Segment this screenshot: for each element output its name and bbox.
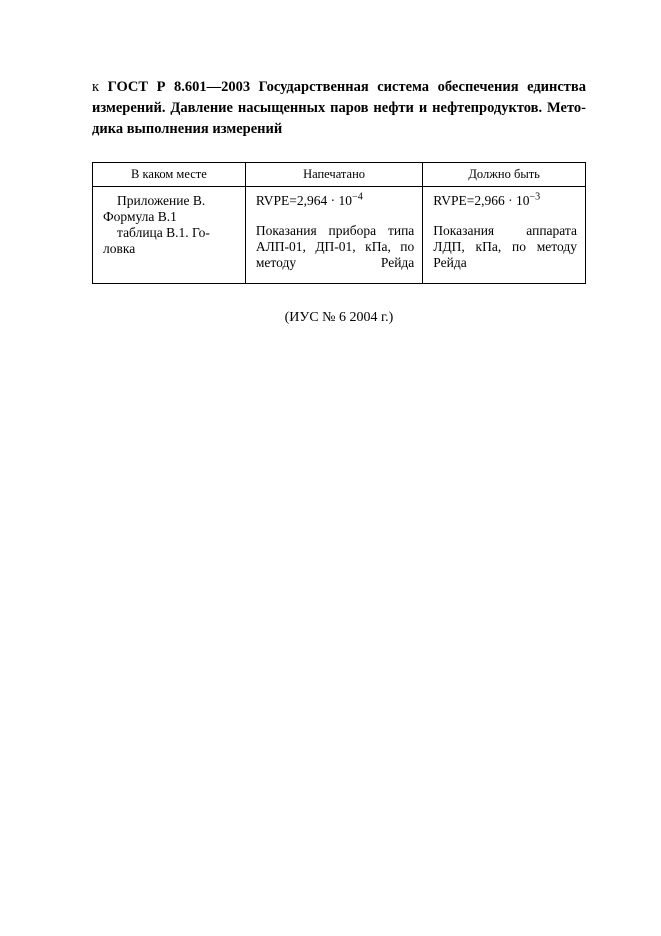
title-main: ГОСТ Р 8.601—2003 Государственная систем… — [92, 79, 586, 137]
table-row-bottom — [93, 277, 586, 284]
printed-exp: −4 — [352, 192, 363, 203]
table-header-row: В каком месте Напечатано Должно быть — [93, 163, 586, 187]
should2-l1b: аппарата — [526, 223, 577, 239]
cell-bottom — [245, 277, 422, 284]
errata-table: В каком месте Напечатано Должно быть При… — [92, 162, 586, 284]
col-header-where: В каком месте — [93, 163, 246, 187]
spacer — [433, 209, 577, 223]
where-line2: Формула В.1 — [103, 209, 237, 225]
cell-should: RVPE=2,966 · 10−3 Показания аппарата ЛДП… — [423, 187, 586, 278]
printed2: Показания прибора типа АЛП-01, ДП-01, кП… — [256, 223, 414, 271]
cell-printed: RVPE=2,964 · 10−4 Показания прибора типа… — [245, 187, 422, 278]
printed-pre: RVPE=2,964 · 10 — [256, 193, 352, 208]
where-line1: Приложение В. — [103, 193, 237, 209]
document-page: к ГОСТ Р 8.601—2003 Государственная сист… — [0, 0, 661, 936]
should-formula: RVPE=2,966 · 10−3 — [433, 193, 577, 209]
spacer — [256, 209, 414, 223]
where2-line1: таблица В.1. Го­ловка — [103, 225, 237, 257]
should2-l1a: Показания — [433, 223, 494, 239]
should-exp: −3 — [529, 192, 540, 203]
should-pre: RVPE=2,966 · 10 — [433, 193, 529, 208]
cell-where: Приложение В. Формула В.1 таблица В.1. Г… — [93, 187, 246, 278]
col-header-should: Должно быть — [423, 163, 586, 187]
cell-bottom — [93, 277, 246, 284]
title-prefix: к — [92, 79, 108, 95]
table-row: Приложение В. Формула В.1 таблица В.1. Г… — [93, 187, 586, 278]
footnote: (ИУС № 6 2004 г.) — [92, 310, 586, 326]
cell-bottom — [423, 277, 586, 284]
should2-rest: ЛДП, кПа, по методу Рейда — [433, 239, 577, 271]
should2-line1: Показания аппарата — [433, 223, 577, 239]
col-header-printed: Напечатано — [245, 163, 422, 187]
printed-formula: RVPE=2,964 · 10−4 — [256, 193, 414, 209]
document-title: к ГОСТ Р 8.601—2003 Государственная сист… — [92, 77, 586, 140]
